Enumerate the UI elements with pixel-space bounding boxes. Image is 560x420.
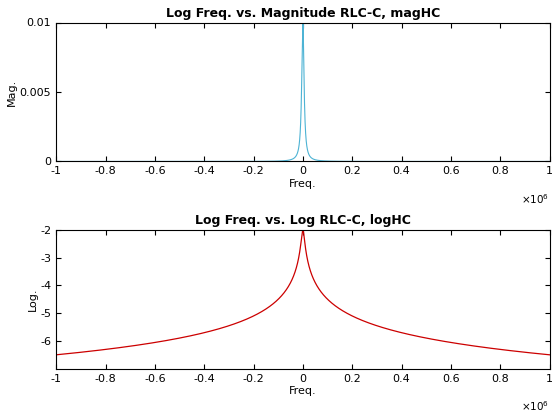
Y-axis label: Log.: Log. [27, 287, 38, 311]
Title: Log Freq. vs. Magnitude RLC-C, magHC: Log Freq. vs. Magnitude RLC-C, magHC [166, 7, 440, 20]
Text: $\times10^6$: $\times10^6$ [521, 192, 549, 206]
X-axis label: Freq.: Freq. [289, 386, 317, 396]
Title: Log Freq. vs. Log RLC-C, logHC: Log Freq. vs. Log RLC-C, logHC [195, 214, 411, 227]
X-axis label: Freq.: Freq. [289, 179, 317, 189]
Text: $\times10^6$: $\times10^6$ [521, 399, 549, 413]
Y-axis label: Mag.: Mag. [7, 79, 17, 105]
